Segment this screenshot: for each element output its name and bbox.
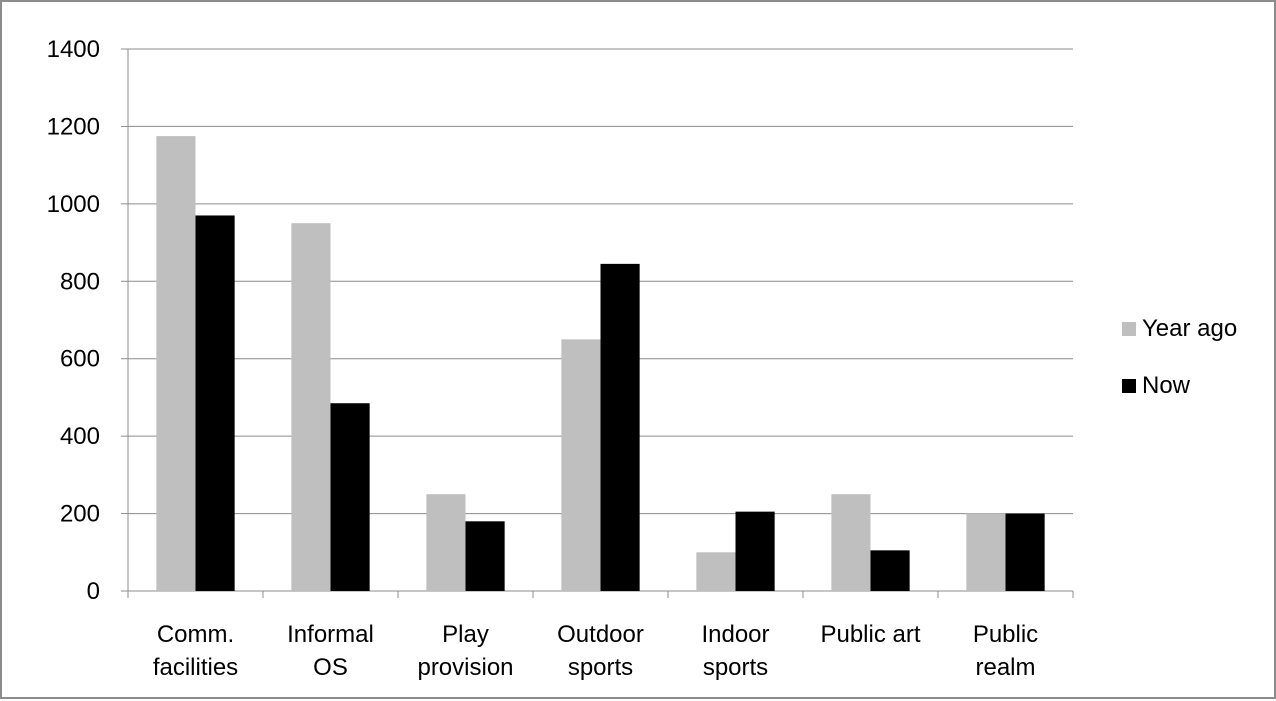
bar: [870, 550, 910, 591]
y-tick-label: 600: [60, 346, 100, 373]
legend-label: Now: [1142, 372, 1191, 399]
bar: [1005, 513, 1045, 591]
y-tick-label: 400: [60, 423, 100, 450]
y-tick-label: 1200: [47, 113, 100, 140]
legend-label: Year ago: [1142, 315, 1237, 342]
x-tick-label: Public art: [820, 621, 920, 648]
bars: [156, 136, 1045, 591]
bar: [426, 494, 466, 591]
bar: [696, 552, 736, 591]
x-tick-label: Play: [442, 621, 489, 648]
x-tick-label: OS: [313, 654, 348, 681]
y-axis: 0 200 400 600 800 1000 1200 1400: [47, 36, 129, 605]
bar: [966, 513, 1006, 591]
bar: [600, 263, 640, 591]
bar: [465, 521, 505, 591]
y-tick-label: 1400: [47, 36, 100, 63]
x-axis: Comm. facilities Informal OS Play provision Ou…: [127, 590, 1074, 681]
bar: [156, 136, 196, 591]
bar: [330, 403, 370, 591]
bar: [195, 215, 235, 591]
x-tick-label: realm: [975, 654, 1035, 681]
y-tick-label: 200: [60, 501, 100, 528]
x-tick-label: sports: [703, 654, 768, 681]
bar: [291, 223, 331, 591]
x-tick-label: sports: [568, 654, 633, 681]
bar: [561, 339, 601, 591]
bar: [735, 511, 775, 591]
y-tick-label: 1000: [47, 191, 100, 218]
y-tick-label: 0: [87, 578, 100, 605]
bar: [831, 494, 871, 591]
x-tick-label: Comm.: [157, 621, 234, 648]
x-tick-label: Informal: [287, 621, 374, 648]
x-tick-label: Outdoor: [557, 621, 644, 648]
x-tick-label: Indoor: [701, 621, 769, 648]
legend-swatch: [1122, 322, 1136, 336]
x-tick-label: provision: [417, 654, 513, 681]
x-tick-label: facilities: [153, 654, 238, 681]
y-tick-label: 800: [60, 268, 100, 295]
legend-swatch: [1122, 379, 1136, 393]
legend: Year ago Now: [1122, 315, 1237, 399]
x-tick-label: Public: [973, 621, 1038, 648]
